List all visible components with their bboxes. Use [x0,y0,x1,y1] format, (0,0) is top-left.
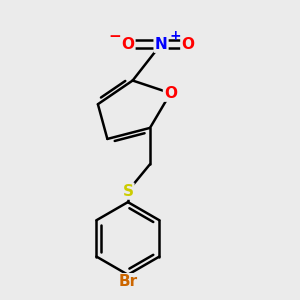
Text: O: O [182,37,194,52]
Text: −: − [108,29,121,44]
Text: S: S [122,184,134,199]
Text: Br: Br [118,274,137,289]
Text: +: + [169,29,181,43]
Text: N: N [155,37,167,52]
Text: O: O [164,86,177,101]
Text: O: O [122,37,134,52]
